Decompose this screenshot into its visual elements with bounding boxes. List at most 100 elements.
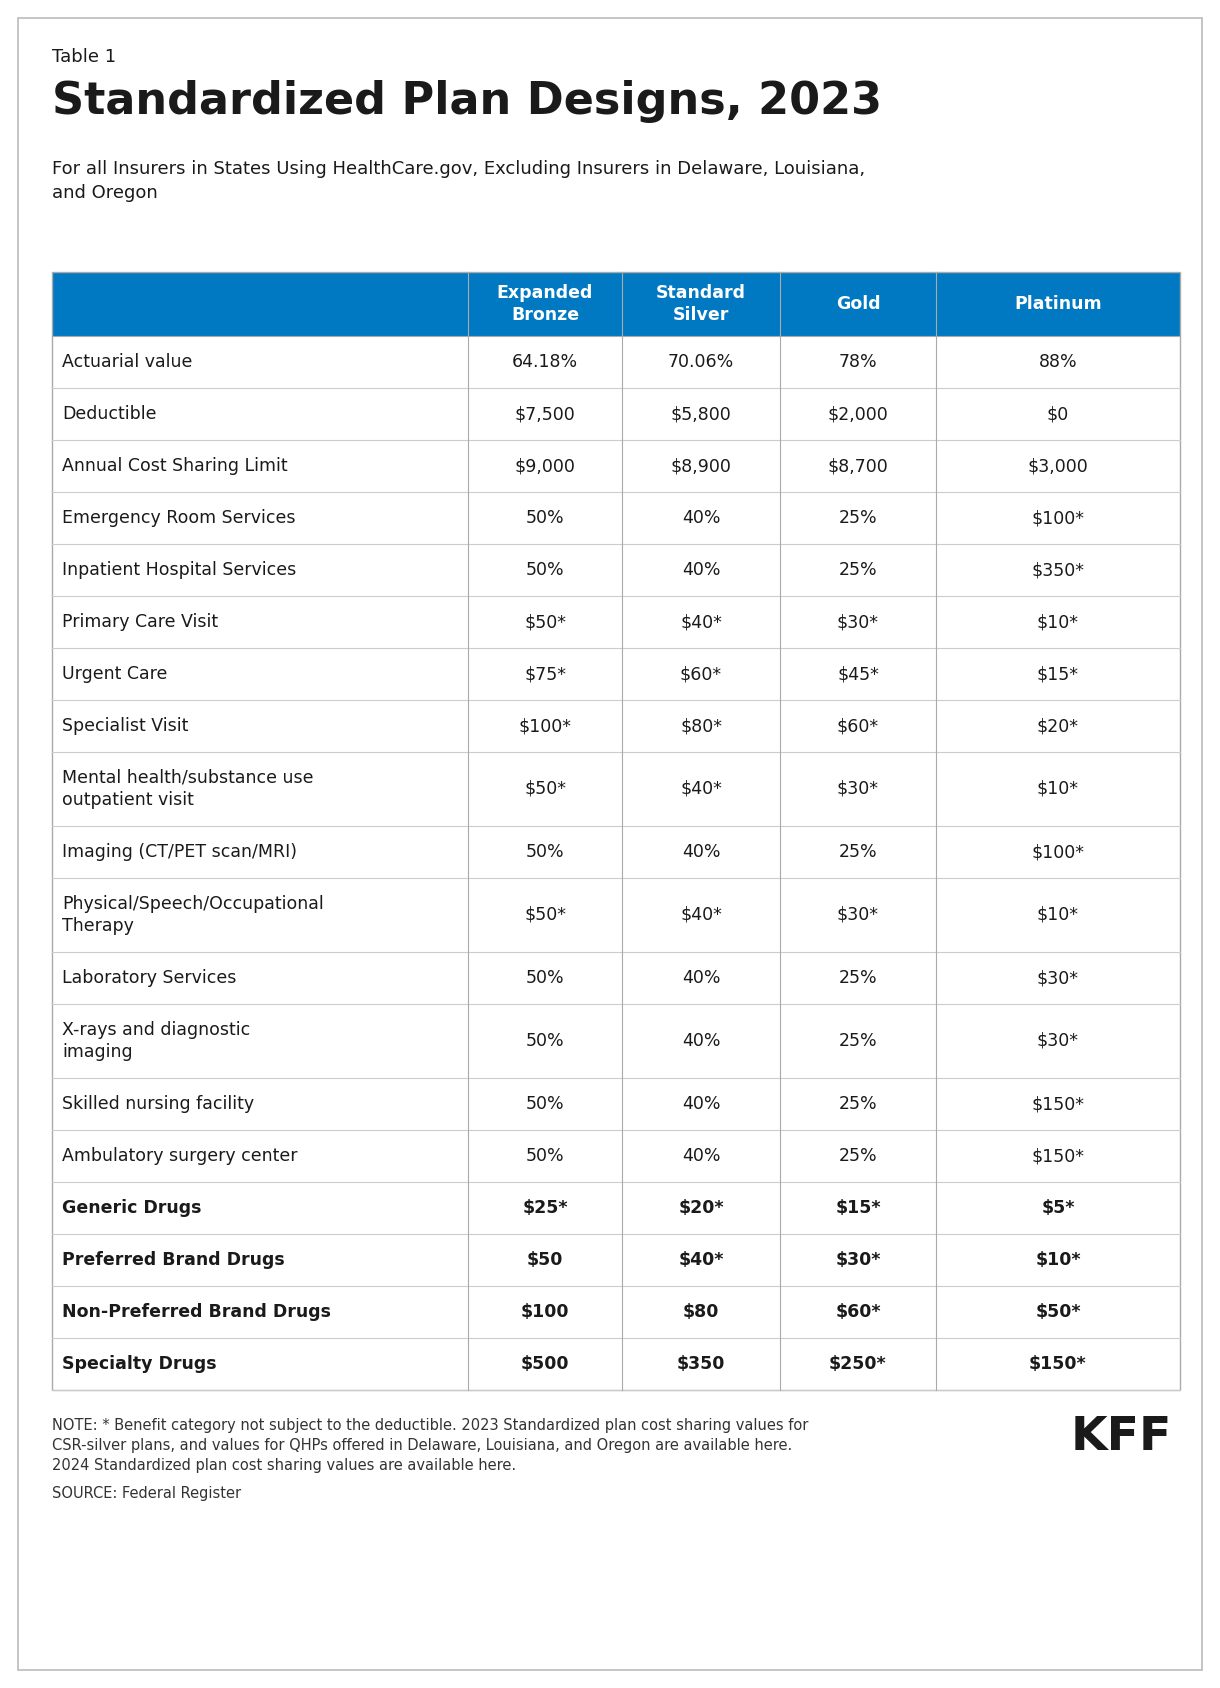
Text: $150*: $150* (1031, 1096, 1085, 1112)
Text: 25%: 25% (838, 1148, 877, 1165)
Text: Expanded
Bronze: Expanded Bronze (497, 284, 593, 324)
Text: 64.18%: 64.18% (512, 353, 578, 371)
Text: $50*: $50* (525, 906, 566, 923)
Text: $150*: $150* (1031, 1148, 1085, 1165)
Text: 50%: 50% (526, 842, 565, 861)
Text: $15*: $15* (836, 1198, 881, 1217)
Text: 25%: 25% (838, 842, 877, 861)
Text: $40*: $40* (680, 780, 722, 798)
Text: 40%: 40% (682, 1148, 720, 1165)
Text: Specialist Visit: Specialist Visit (62, 717, 188, 734)
Text: 70.06%: 70.06% (667, 353, 734, 371)
Text: $30*: $30* (837, 780, 878, 798)
Text: 25%: 25% (838, 1031, 877, 1050)
Text: 25%: 25% (838, 969, 877, 987)
Text: Standardized Plan Designs, 2023: Standardized Plan Designs, 2023 (52, 79, 882, 123)
Text: $250*: $250* (830, 1355, 887, 1372)
Text: SOURCE: Federal Register: SOURCE: Federal Register (52, 1485, 242, 1501)
Text: 78%: 78% (838, 353, 877, 371)
Text: $60*: $60* (680, 665, 722, 684)
Text: KFF: KFF (1071, 1416, 1172, 1460)
Text: $75*: $75* (525, 665, 566, 684)
Text: $350*: $350* (1031, 560, 1085, 579)
Text: $80*: $80* (680, 717, 722, 734)
Text: $3,000: $3,000 (1027, 457, 1088, 474)
Text: 40%: 40% (682, 969, 720, 987)
Text: 50%: 50% (526, 1148, 565, 1165)
Text: Actuarial value: Actuarial value (62, 353, 193, 371)
Text: $40*: $40* (678, 1251, 723, 1269)
Text: $5,800: $5,800 (671, 405, 731, 424)
Text: $50*: $50* (525, 780, 566, 798)
Text: 25%: 25% (838, 510, 877, 527)
Text: $10*: $10* (1036, 1251, 1081, 1269)
Text: 2024 Standardized plan cost sharing values are available here.: 2024 Standardized plan cost sharing valu… (52, 1458, 516, 1474)
Text: $2,000: $2,000 (827, 405, 888, 424)
Text: 40%: 40% (682, 1031, 720, 1050)
Text: $100*: $100* (518, 717, 571, 734)
Text: $500: $500 (521, 1355, 570, 1372)
Text: $60*: $60* (837, 717, 880, 734)
Text: Deductible: Deductible (62, 405, 156, 424)
Text: $45*: $45* (837, 665, 878, 684)
Text: Gold: Gold (836, 295, 881, 312)
Text: $50*: $50* (525, 613, 566, 631)
Text: Emergency Room Services: Emergency Room Services (62, 510, 295, 527)
Text: $100*: $100* (1031, 510, 1085, 527)
Text: $30*: $30* (1037, 1031, 1078, 1050)
Text: $40*: $40* (680, 906, 722, 923)
Text: $10*: $10* (1037, 906, 1078, 923)
Text: $7,500: $7,500 (515, 405, 576, 424)
Text: $30*: $30* (837, 906, 878, 923)
Text: Generic Drugs: Generic Drugs (62, 1198, 201, 1217)
Text: $5*: $5* (1041, 1198, 1075, 1217)
Text: $20*: $20* (678, 1198, 723, 1217)
Text: Physical/Speech/Occupational
Therapy: Physical/Speech/Occupational Therapy (62, 895, 323, 935)
Text: $150*: $150* (1030, 1355, 1087, 1372)
Text: $25*: $25* (522, 1198, 567, 1217)
Text: 25%: 25% (838, 560, 877, 579)
Text: For all Insurers in States Using HealthCare.gov, Excluding Insurers in Delaware,: For all Insurers in States Using HealthC… (52, 160, 865, 201)
Text: 50%: 50% (526, 560, 565, 579)
Text: Non-Preferred Brand Drugs: Non-Preferred Brand Drugs (62, 1303, 331, 1322)
Text: Ambulatory surgery center: Ambulatory surgery center (62, 1148, 298, 1165)
Text: 25%: 25% (838, 1096, 877, 1112)
Text: $8,900: $8,900 (671, 457, 732, 474)
Bar (52, 272, 1180, 1389)
Text: $60*: $60* (836, 1303, 881, 1322)
Text: $9,000: $9,000 (515, 457, 576, 474)
Text: Table 1: Table 1 (52, 47, 116, 66)
Text: $0: $0 (1047, 405, 1069, 424)
Text: X-rays and diagnostic
imaging: X-rays and diagnostic imaging (62, 1021, 250, 1062)
Text: NOTE: * Benefit category not subject to the deductible. 2023 Standardized plan c: NOTE: * Benefit category not subject to … (52, 1418, 809, 1433)
Text: 50%: 50% (526, 510, 565, 527)
Text: $100*: $100* (1031, 842, 1085, 861)
Text: Platinum: Platinum (1014, 295, 1102, 312)
Text: 40%: 40% (682, 842, 720, 861)
Bar (52, 272, 1180, 336)
Text: Preferred Brand Drugs: Preferred Brand Drugs (62, 1251, 284, 1269)
Text: $50*: $50* (1036, 1303, 1081, 1322)
Text: 50%: 50% (526, 1031, 565, 1050)
Text: $350: $350 (677, 1355, 725, 1372)
Text: 50%: 50% (526, 969, 565, 987)
Text: $100: $100 (521, 1303, 570, 1322)
Text: $8,700: $8,700 (827, 457, 888, 474)
Text: 50%: 50% (526, 1096, 565, 1112)
Text: 40%: 40% (682, 560, 720, 579)
Text: Inpatient Hospital Services: Inpatient Hospital Services (62, 560, 296, 579)
Text: Mental health/substance use
outpatient visit: Mental health/substance use outpatient v… (62, 770, 314, 809)
Text: Annual Cost Sharing Limit: Annual Cost Sharing Limit (62, 457, 288, 474)
Text: 88%: 88% (1038, 353, 1077, 371)
Text: $15*: $15* (1037, 665, 1078, 684)
Text: CSR-silver plans, and values for QHPs offered in Delaware, Louisiana, and Oregon: CSR-silver plans, and values for QHPs of… (52, 1438, 792, 1453)
Text: Skilled nursing facility: Skilled nursing facility (62, 1096, 254, 1112)
Text: $80: $80 (683, 1303, 719, 1322)
Text: $30*: $30* (836, 1251, 881, 1269)
Text: $30*: $30* (1037, 969, 1078, 987)
Text: $20*: $20* (1037, 717, 1078, 734)
Text: 40%: 40% (682, 1096, 720, 1112)
Text: Urgent Care: Urgent Care (62, 665, 167, 684)
Text: 40%: 40% (682, 510, 720, 527)
Text: Specialty Drugs: Specialty Drugs (62, 1355, 217, 1372)
